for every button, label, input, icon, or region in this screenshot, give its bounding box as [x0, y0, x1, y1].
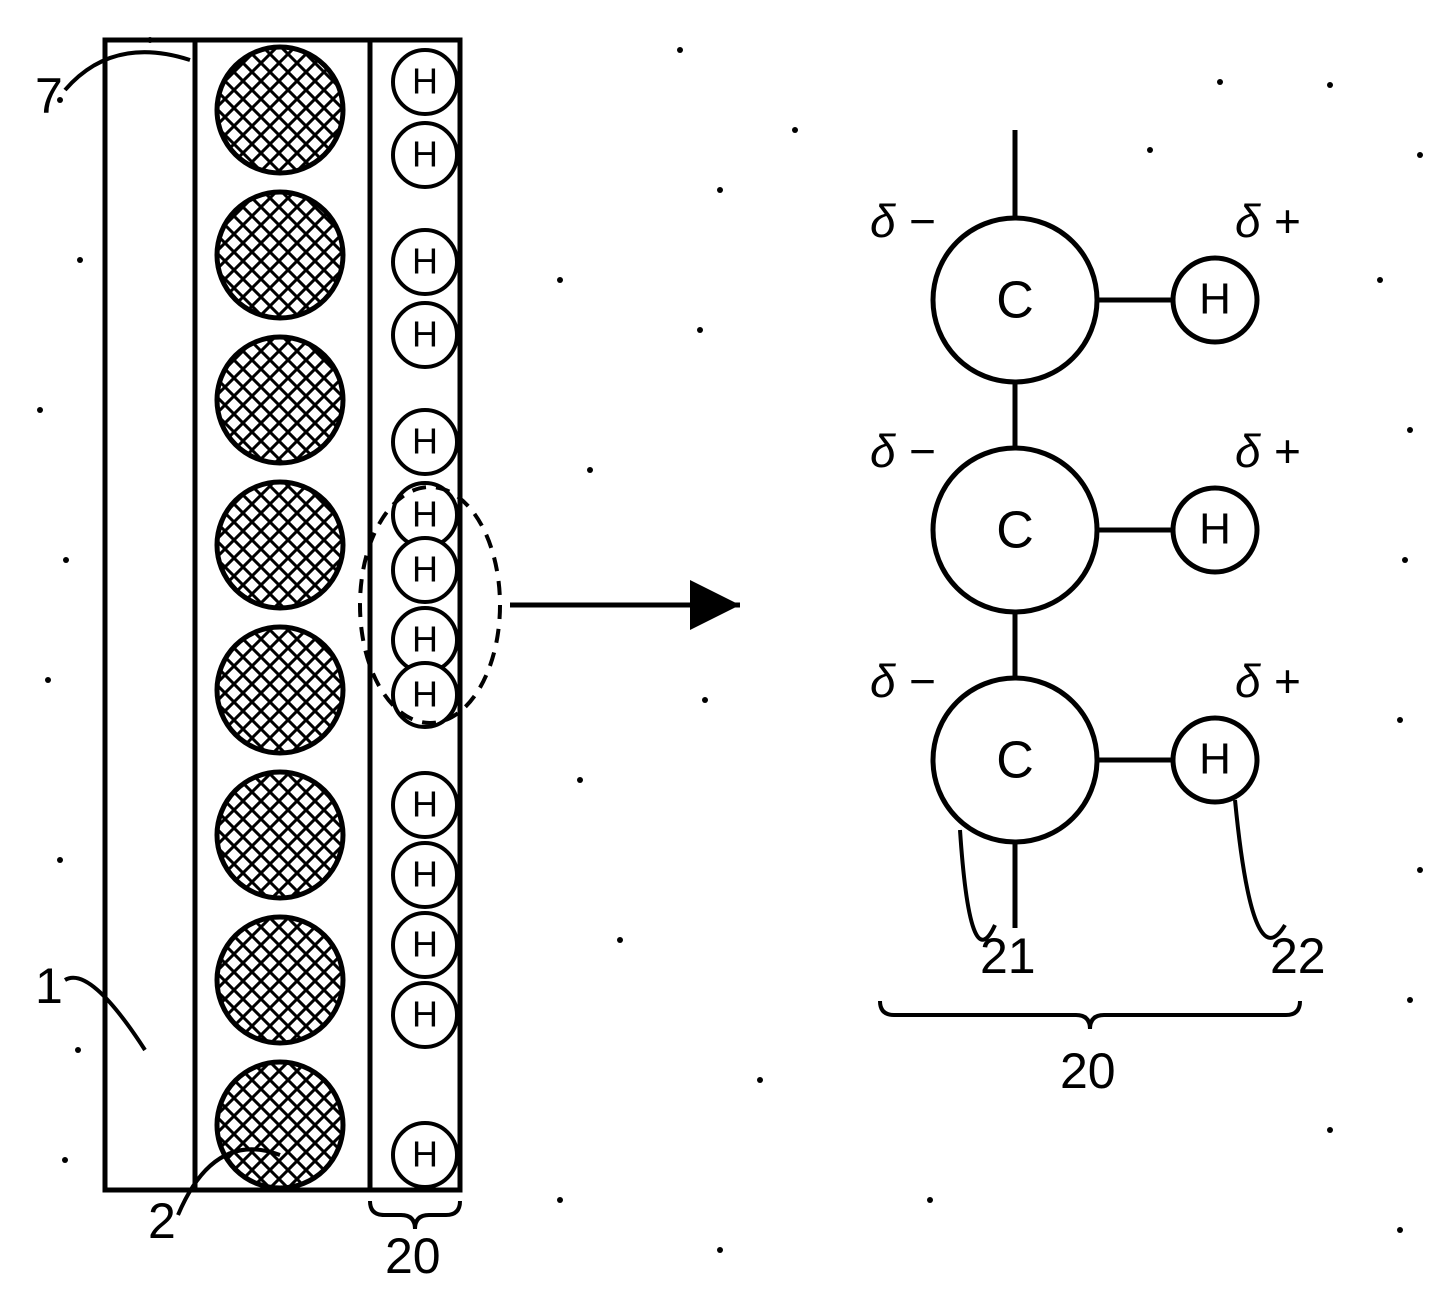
callout-leader — [960, 830, 995, 940]
svg-text:H: H — [412, 61, 438, 102]
svg-text:H: H — [412, 241, 438, 282]
noise-dot — [57, 97, 63, 103]
svg-text:H: H — [1199, 505, 1231, 554]
noise-dot — [717, 1247, 723, 1253]
svg-text:2: 2 — [148, 1193, 176, 1249]
particle-hatched — [217, 337, 343, 463]
svg-text:H: H — [412, 854, 438, 895]
noise-dot — [63, 557, 69, 563]
brace — [370, 1201, 460, 1229]
particle-hatched — [217, 47, 343, 173]
svg-text:H: H — [412, 674, 438, 715]
noise-dot — [37, 407, 43, 413]
noise-dot — [1417, 152, 1423, 158]
delta-minus-label: δ − — [870, 655, 935, 707]
noise-dot — [677, 47, 683, 53]
noise-dot — [757, 1077, 763, 1083]
noise-dot — [557, 277, 563, 283]
noise-dot — [1397, 1227, 1403, 1233]
svg-text:1: 1 — [35, 958, 63, 1014]
noise-dot — [45, 677, 51, 683]
svg-text:20: 20 — [385, 1228, 441, 1284]
noise-dot — [702, 697, 708, 703]
delta-minus-label: δ − — [870, 425, 935, 477]
noise-dot — [147, 37, 153, 43]
noise-dot — [927, 1197, 933, 1203]
noise-dot — [1217, 79, 1223, 85]
svg-text:H: H — [412, 924, 438, 965]
brace — [880, 1001, 1300, 1029]
noise-dot — [1407, 997, 1413, 1003]
noise-dot — [557, 1197, 563, 1203]
noise-dot — [57, 857, 63, 863]
delta-plus-label: δ + — [1235, 655, 1300, 707]
svg-text:H: H — [412, 619, 438, 660]
noise-dot — [1377, 277, 1383, 283]
svg-text:C: C — [996, 272, 1034, 330]
particle-hatched — [217, 772, 343, 898]
noise-dot — [717, 187, 723, 193]
svg-text:H: H — [412, 314, 438, 355]
svg-text:C: C — [996, 732, 1034, 790]
noise-dot — [1417, 867, 1423, 873]
svg-text:22: 22 — [1270, 928, 1326, 984]
noise-dot — [1327, 82, 1333, 88]
delta-minus-label: δ − — [870, 195, 935, 247]
delta-plus-label: δ + — [1235, 195, 1300, 247]
svg-text:C: C — [996, 502, 1034, 560]
svg-text:H: H — [1199, 275, 1231, 324]
svg-text:20: 20 — [1060, 1043, 1116, 1099]
callout-leader — [65, 52, 190, 90]
noise-dot — [617, 937, 623, 943]
noise-dot — [77, 257, 83, 263]
svg-text:H: H — [1199, 735, 1231, 784]
noise-dot — [1327, 1127, 1333, 1133]
noise-dot — [75, 1047, 81, 1053]
noise-dot — [697, 327, 703, 333]
delta-plus-label: δ + — [1235, 425, 1300, 477]
svg-text:H: H — [412, 549, 438, 590]
noise-dot — [1397, 717, 1403, 723]
particle-hatched — [217, 917, 343, 1043]
svg-text:H: H — [412, 784, 438, 825]
callout-leader — [1235, 800, 1285, 938]
svg-text:H: H — [412, 421, 438, 462]
svg-text:H: H — [412, 494, 438, 535]
svg-text:H: H — [412, 1134, 438, 1175]
noise-dot — [1147, 147, 1153, 153]
particle-hatched — [217, 627, 343, 753]
noise-dot — [587, 467, 593, 473]
noise-dot — [1407, 427, 1413, 433]
noise-dot — [577, 777, 583, 783]
particle-hatched — [217, 192, 343, 318]
noise-dot — [62, 1157, 68, 1163]
svg-text:H: H — [412, 994, 438, 1035]
svg-text:H: H — [412, 134, 438, 175]
svg-text:21: 21 — [980, 928, 1036, 984]
noise-dot — [1402, 557, 1408, 563]
particle-hatched — [217, 482, 343, 608]
svg-text:7: 7 — [35, 68, 63, 124]
particle-hatched — [217, 1062, 343, 1188]
noise-dot — [792, 127, 798, 133]
